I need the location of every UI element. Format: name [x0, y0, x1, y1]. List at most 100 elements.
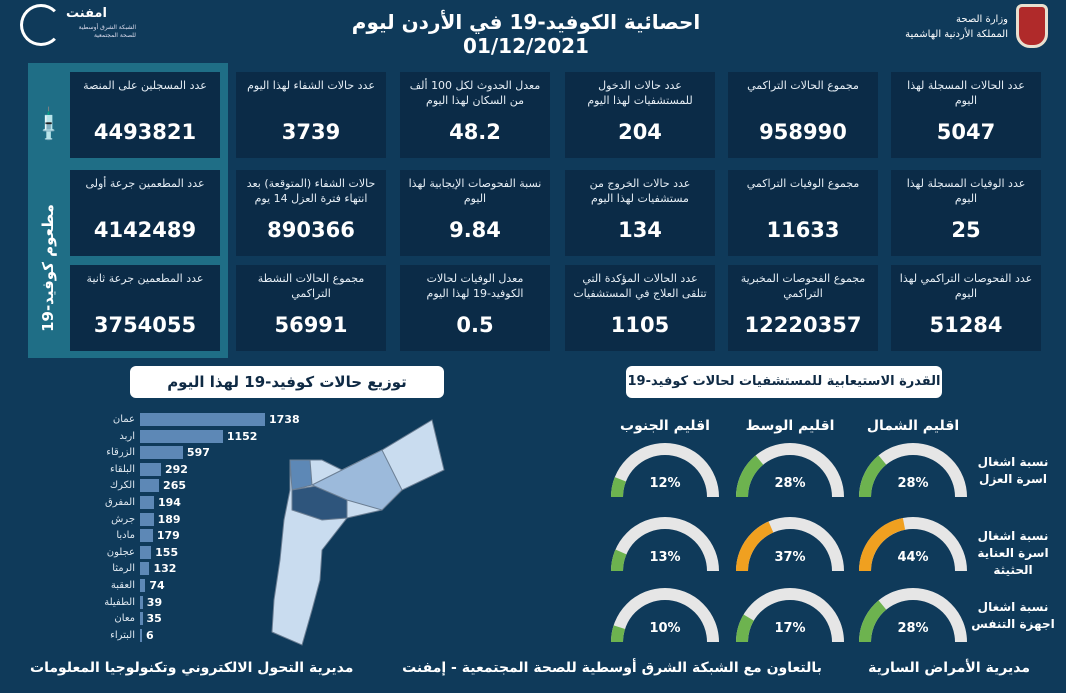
stat-card: عدد حالات الخروج من مستشفيات لهذا اليوم 1… — [565, 170, 715, 256]
ministry-name: وزارة الصحة — [956, 14, 1008, 25]
bar-label: البلقاء — [110, 463, 135, 475]
gauge-fill — [859, 455, 887, 498]
stat-card: عدد الوفيات المسجلة لهذا اليوم 25 — [891, 170, 1041, 256]
vaccine-card: عدد المطعمين جرعة ثانية 3754055 — [70, 265, 220, 351]
bar — [140, 595, 143, 609]
gauge-percent: 28% — [897, 621, 929, 636]
bar-row: عمان 1738 — [0, 412, 300, 427]
stat-card: معدل الوفيات لحالات الكوفيد-19 لهذا اليو… — [400, 265, 550, 351]
vaccine-title: مطعوم كوفيد-19 — [39, 204, 57, 332]
title-text: احصائية الكوفيد-19 في الأردن ليوم — [351, 10, 701, 34]
bar-label: الطفيلة — [104, 596, 135, 608]
stat-label: عدد حالات الخروج من مستشفيات لهذا اليوم — [589, 177, 691, 205]
bar-label: الرمثا — [112, 563, 135, 575]
gauge-fill — [736, 455, 764, 498]
bar-value: 265 — [163, 479, 187, 493]
gauge-percent: 12% — [649, 476, 681, 491]
stat-label: معدل الحدوث لكل 100 ألف من السكان لهذا ا… — [409, 79, 541, 107]
vaccine-label: عدد المطعمين جرعة أولى — [85, 177, 205, 190]
stat-label: مجموع الحالات النشطة التراكمي — [257, 272, 365, 300]
vaccine-card: عدد المسجلين على المنصة 4493821 — [70, 72, 220, 158]
stat-label: عدد الحالات المسجلة لهذا اليوم — [907, 79, 1025, 107]
stat-label: معدل الوفيات لحالات الكوفيد-19 لهذا اليو… — [426, 272, 524, 300]
bar-row: الرمثا 132 — [0, 561, 300, 576]
bar — [140, 496, 154, 509]
stat-card: عدد حالات الدخول للمستشفيات لهذا اليوم 20… — [565, 72, 715, 158]
gauge-percent: 17% — [774, 621, 806, 636]
stat-value: 9.84 — [449, 218, 501, 242]
capacity-row-label: نسبة اشغال اسرة العناية الحثيثة — [977, 529, 1049, 577]
bar-row: العقبة 74 — [0, 578, 300, 593]
stat-card: مجموع الحالات النشطة التراكمي 56991 — [236, 265, 386, 351]
bar-row: مادبا 179 — [0, 528, 300, 543]
occupancy-gauge: 44% — [858, 516, 968, 576]
capacity-title: القدرة الاستيعابية للمستشفيات لحالات كوف… — [626, 366, 942, 398]
bar — [140, 479, 160, 493]
gauge-fill — [859, 517, 906, 572]
bar — [140, 429, 223, 443]
bar-row: عجلون 155 — [0, 545, 300, 560]
stat-value: 204 — [618, 120, 662, 144]
vaccine-label: عدد المسجلين على المنصة — [83, 79, 207, 92]
stat-value: 25 — [951, 218, 981, 242]
bar-row: الكرك 265 — [0, 478, 300, 493]
title-date: 01/12/2021 — [463, 34, 589, 58]
globe-icon — [20, 4, 62, 46]
occupancy-gauge: 28% — [735, 442, 845, 502]
bar-value: 74 — [149, 579, 165, 592]
map-region-mafraq — [310, 449, 403, 511]
stat-card: نسبة الفحوصات الإيجابية لهذا اليوم 9.84 — [400, 170, 550, 256]
stat-value: 56991 — [274, 313, 348, 337]
stat-value: 5047 — [936, 120, 996, 144]
stat-label: مجموع الفحوصات المخبرية التراكمي — [740, 272, 866, 300]
occupancy-gauge: 13% — [610, 516, 720, 576]
capacity-row-label: نسبة اشغال اجهزة التنفس — [971, 600, 1055, 631]
stat-label: عدد الفحوصات التراكمي لهذا اليوم — [899, 272, 1033, 300]
vaccine-label: عدد المطعمين جرعة ثانية — [86, 272, 204, 285]
gauge-percent: 28% — [774, 476, 806, 491]
gauge-fill — [859, 600, 887, 643]
footer-left: مديرية التحول الالكتروني وتكنولوجيا المع… — [30, 660, 354, 676]
bar-row: الزرقاء 597 — [0, 445, 300, 460]
stat-card: مجموع الفحوصات المخبرية التراكمي 12220357 — [728, 265, 878, 351]
bar-value: 292 — [165, 462, 188, 476]
footer-right: مديرية الأمراض السارية — [868, 660, 1030, 676]
distribution-title: توزيع حالات كوفيد-19 لهذا اليوم — [130, 366, 444, 398]
occupancy-gauge: 12% — [610, 442, 720, 502]
bar — [140, 529, 153, 543]
stat-label: عدد حالات الشفاء لهذا اليوم — [247, 79, 375, 92]
bar-value: 194 — [157, 496, 181, 509]
bar-row: معان 35 — [0, 611, 300, 626]
bar — [140, 562, 150, 576]
stat-card: مجموع الحالات التراكمي 958990 — [728, 72, 878, 158]
bar-value: 179 — [156, 529, 180, 543]
bar-label: عمان — [112, 414, 135, 425]
bar-label: عجلون — [106, 546, 135, 558]
occupancy-gauge: 37% — [735, 516, 845, 576]
stat-value: 890366 — [267, 218, 355, 242]
gauge-percent: 37% — [774, 550, 806, 565]
region-label: اقليم الشمال — [866, 418, 960, 434]
stat-card: عدد الفحوصات التراكمي لهذا اليوم 51284 — [891, 265, 1041, 351]
stat-card: معدل الحدوث لكل 100 ألف من السكان لهذا ا… — [400, 72, 550, 158]
occupancy-gauge: 28% — [858, 587, 968, 647]
page-title: احصائية الكوفيد-19 في الأردن ليوم 01/12/… — [290, 10, 770, 58]
stat-value: 958990 — [759, 120, 847, 144]
bar-row: البلقاء 292 — [0, 462, 300, 477]
bar-label: العقبة — [110, 580, 135, 591]
bar-value: 155 — [155, 545, 179, 559]
jordan-map — [271, 419, 445, 646]
stat-value: 0.5 — [456, 313, 494, 337]
bar-value: 39 — [146, 595, 163, 609]
occupancy-gauge: 17% — [735, 587, 845, 647]
syringe-icon: 💉 — [28, 104, 70, 146]
stat-card: مجموع الوفيات التراكمي 11633 — [728, 170, 878, 256]
gauge-track — [611, 443, 719, 498]
stat-value: 3739 — [281, 120, 341, 144]
stat-card: عدد الحالات المؤكدة التي تتلقى العلاج في… — [565, 265, 715, 351]
bar-label: معان — [114, 613, 135, 625]
stat-value: 1105 — [610, 313, 670, 337]
region-label: اقليم الجنوب — [620, 418, 710, 434]
bar-value: 6 — [146, 628, 154, 642]
vaccine-value: 4493821 — [93, 120, 197, 144]
